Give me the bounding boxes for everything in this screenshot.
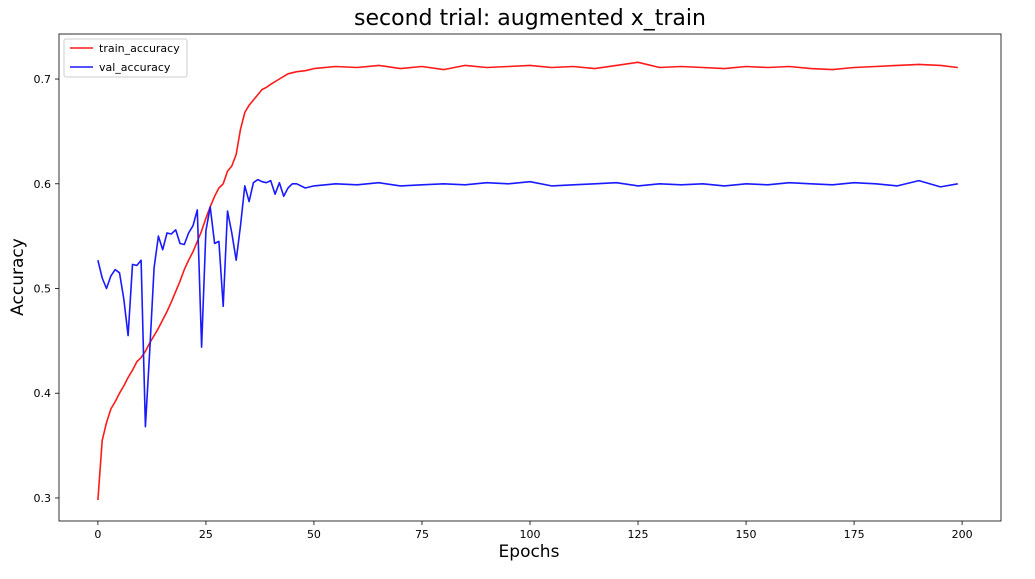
x-axis: 0 25 50 75 100 125 150 175 200 xyxy=(94,521,973,541)
series-line-val-accuracy xyxy=(97,178,958,428)
x-tick-label: 0 xyxy=(94,528,101,541)
y-tick-label: 0.7 xyxy=(34,73,52,86)
x-tick-label: 75 xyxy=(415,528,429,541)
x-tick-label: 200 xyxy=(952,528,973,541)
plot-frame xyxy=(58,33,1002,522)
series-line-train-accuracy xyxy=(97,61,958,501)
legend-box xyxy=(63,38,188,78)
x-tick-label: 150 xyxy=(736,528,757,541)
series-layer xyxy=(97,61,958,501)
legend-label-val-accuracy: val_accuracy xyxy=(99,61,171,74)
legend: train_accuracy val_accuracy xyxy=(63,38,188,78)
y-axis: 0.3 0.4 0.5 0.6 0.7 xyxy=(34,73,59,505)
x-tick-label: 125 xyxy=(628,528,649,541)
x-tick-label: 50 xyxy=(307,528,321,541)
y-tick-label: 0.4 xyxy=(34,387,52,400)
y-tick-label: 0.6 xyxy=(34,178,52,191)
y-tick-label: 0.3 xyxy=(34,492,52,505)
x-tick-label: 25 xyxy=(199,528,213,541)
legend-label-train-accuracy: train_accuracy xyxy=(99,42,180,55)
x-tick-label: 175 xyxy=(844,528,865,541)
x-tick-label: 100 xyxy=(520,528,541,541)
y-axis-label: Accuracy xyxy=(8,238,28,316)
y-tick-label: 0.5 xyxy=(34,282,52,295)
x-axis-label: Epochs xyxy=(499,542,560,562)
chart-title: second trial: augmented x_train xyxy=(354,6,706,31)
